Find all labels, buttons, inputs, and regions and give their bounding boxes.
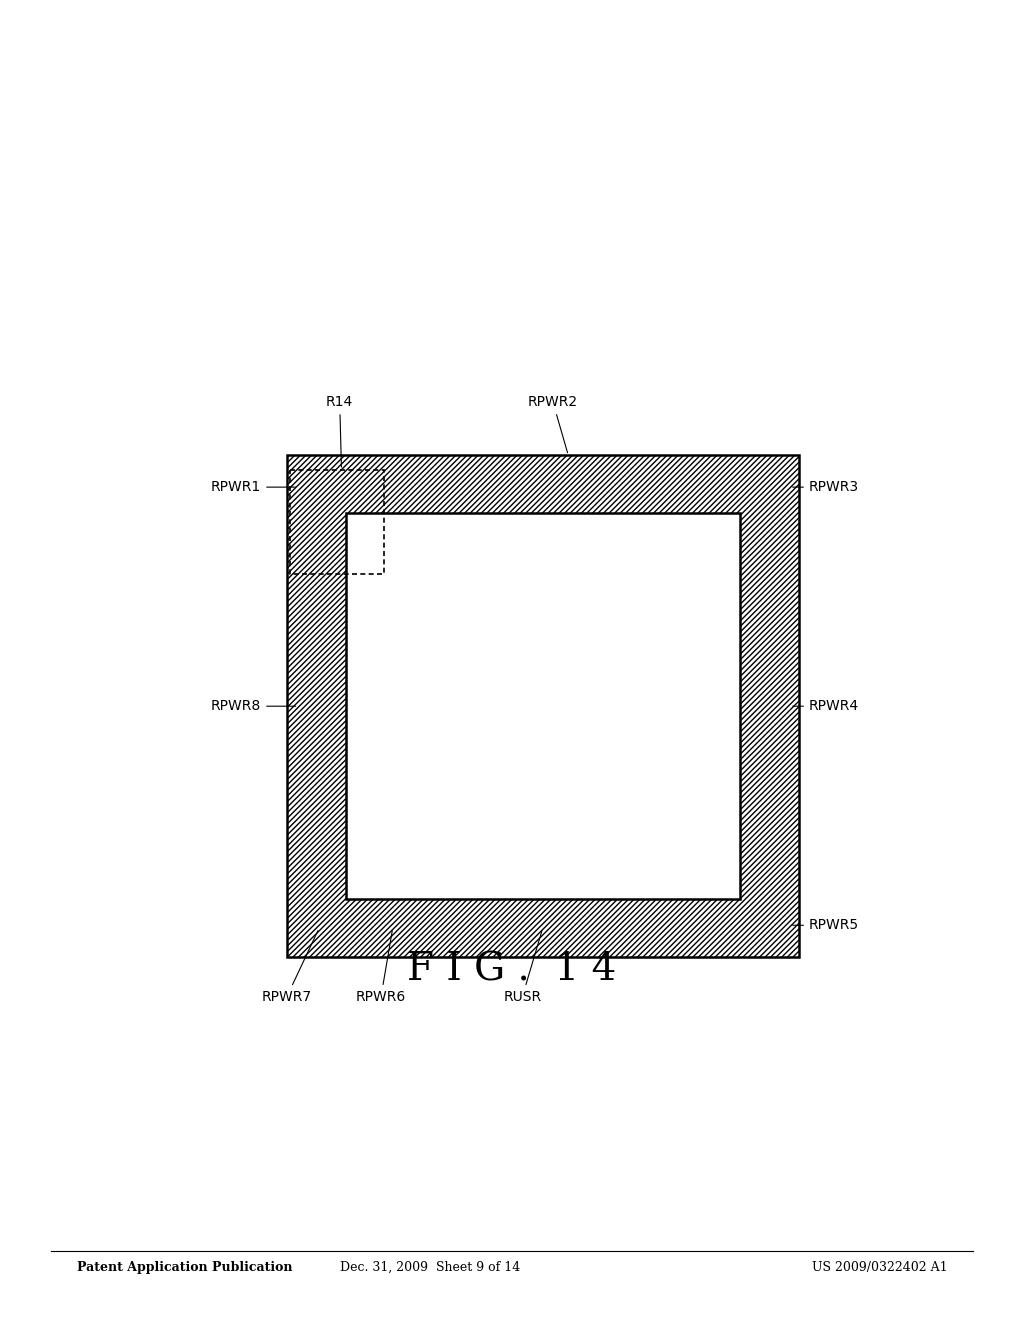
Text: RPWR3: RPWR3 xyxy=(793,480,859,494)
Text: RPWR7: RPWR7 xyxy=(262,931,317,1005)
Bar xyxy=(739,513,799,899)
Text: RUSR: RUSR xyxy=(503,931,542,1005)
Text: RPWR5: RPWR5 xyxy=(793,919,859,932)
Bar xyxy=(287,455,799,957)
Bar xyxy=(287,455,799,513)
Text: RPWR4: RPWR4 xyxy=(793,700,859,713)
Text: RPWR2: RPWR2 xyxy=(528,395,578,453)
Bar xyxy=(346,513,739,899)
Bar xyxy=(290,470,384,574)
Bar xyxy=(346,513,739,899)
Bar xyxy=(287,899,799,957)
Text: RPWR6: RPWR6 xyxy=(355,931,407,1005)
Text: US 2009/0322402 A1: US 2009/0322402 A1 xyxy=(812,1261,947,1274)
Text: F I G .  1 4: F I G . 1 4 xyxy=(408,952,616,989)
Text: RPWR8: RPWR8 xyxy=(211,700,296,713)
Text: R14: R14 xyxy=(326,395,353,467)
Text: Patent Application Publication: Patent Application Publication xyxy=(77,1261,292,1274)
Text: Dec. 31, 2009  Sheet 9 of 14: Dec. 31, 2009 Sheet 9 of 14 xyxy=(340,1261,520,1274)
Text: RPWR1: RPWR1 xyxy=(211,480,296,494)
Bar xyxy=(287,513,346,899)
